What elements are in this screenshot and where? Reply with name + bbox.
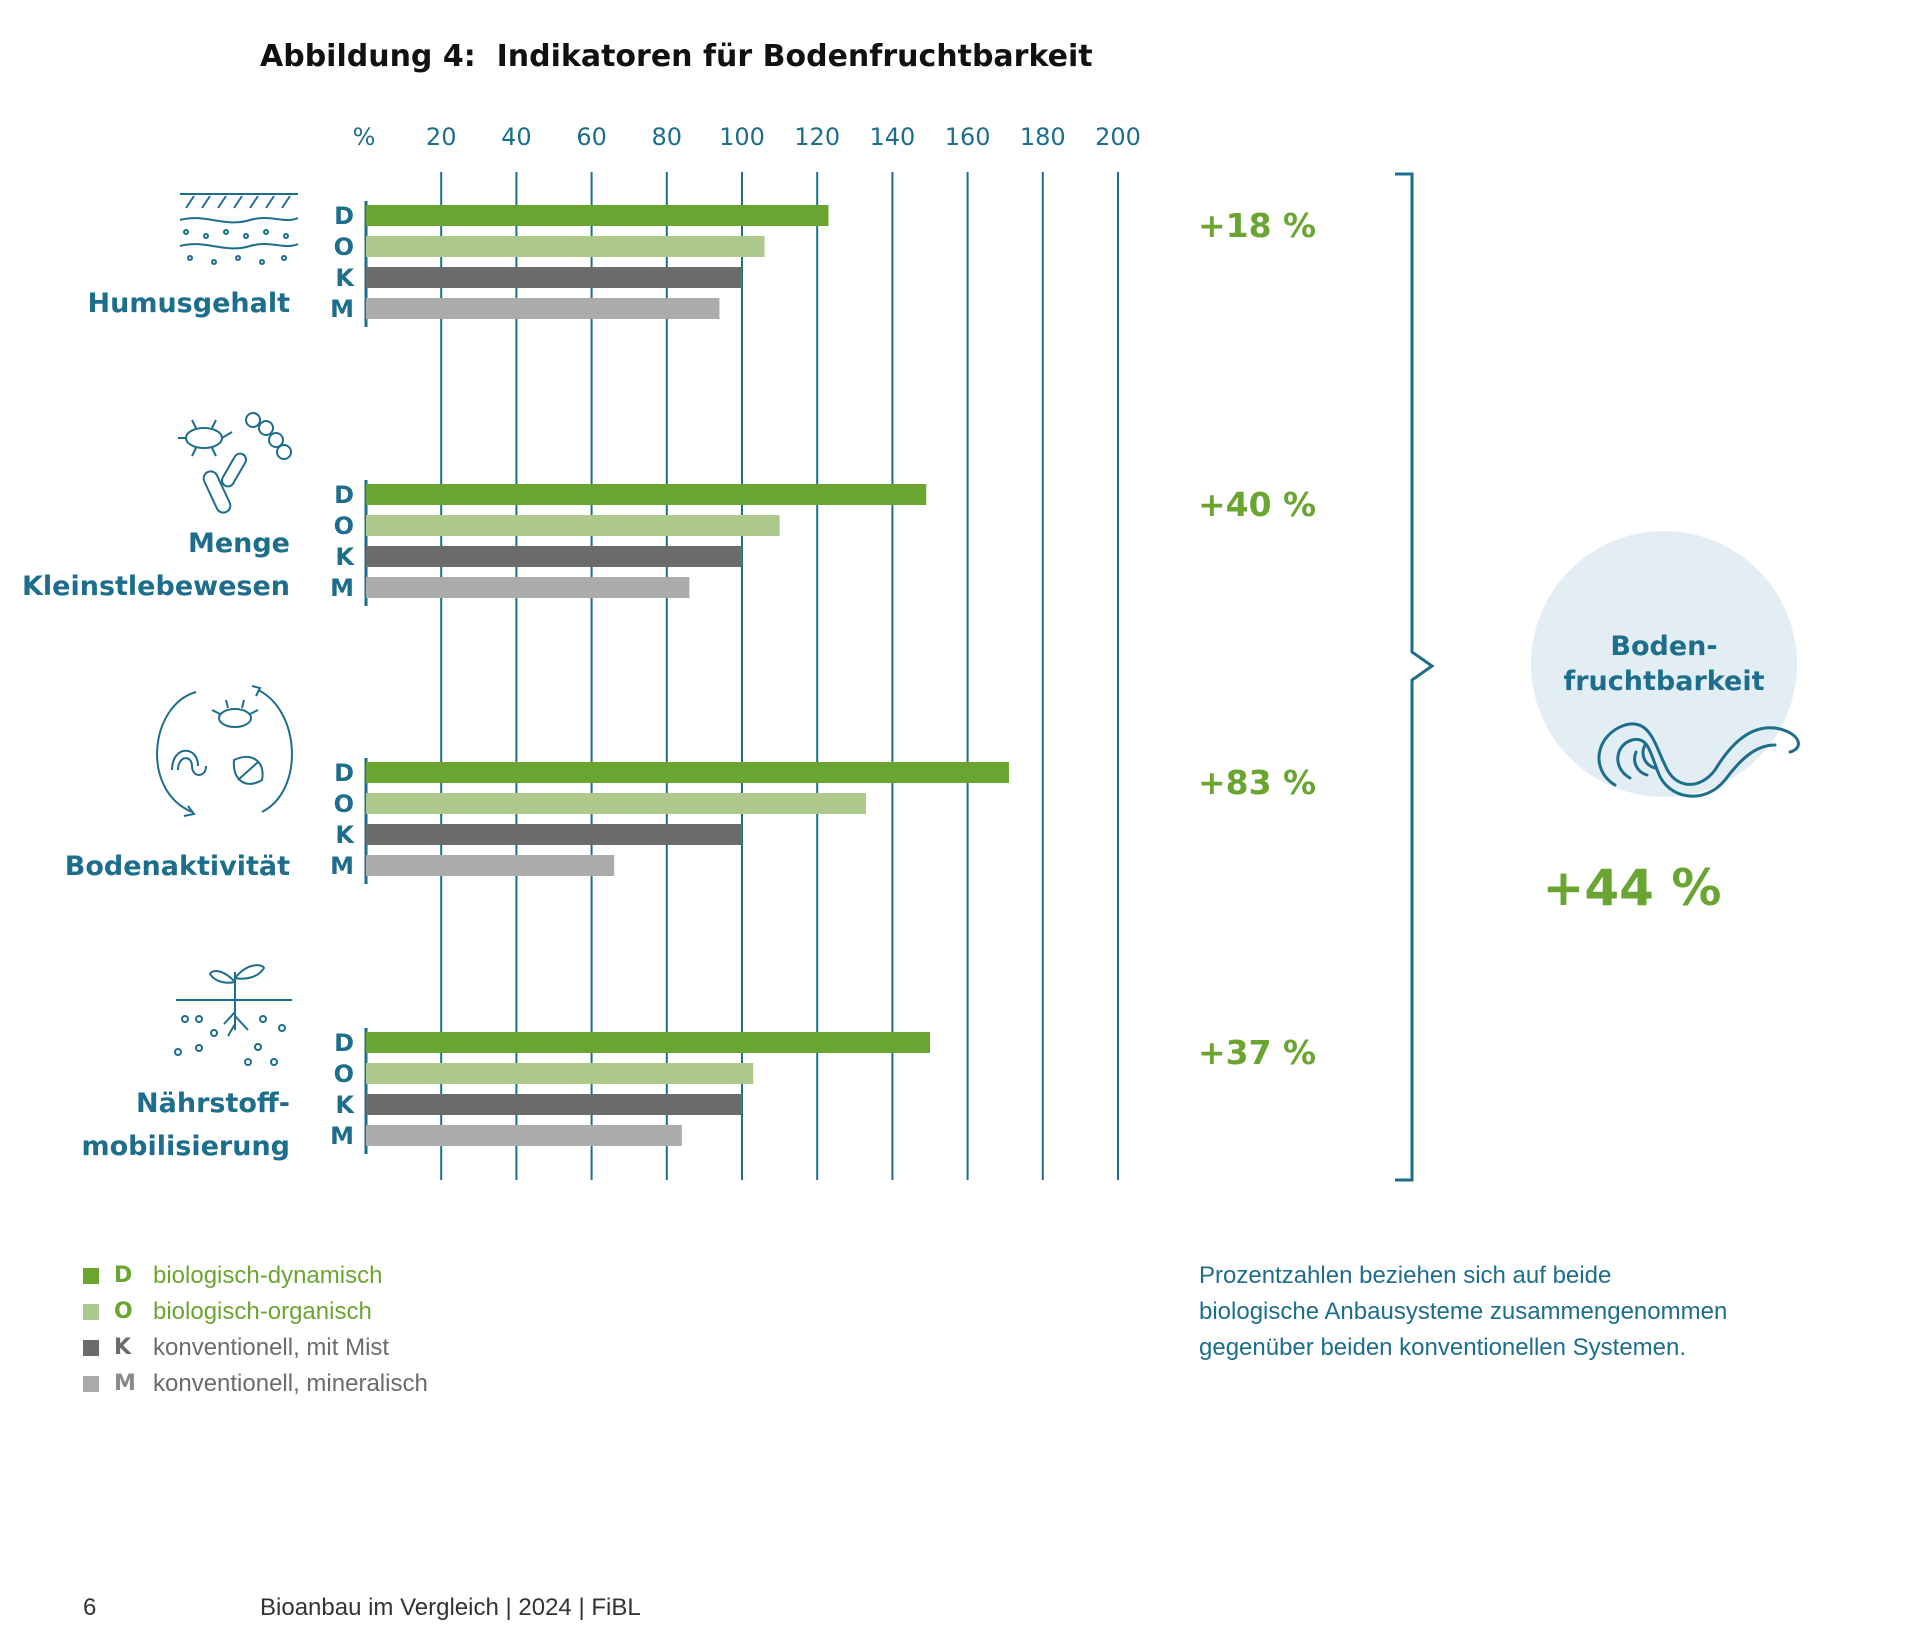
tick-label: 100 <box>719 123 765 151</box>
bar-O <box>366 515 780 536</box>
bar-M <box>366 298 720 319</box>
summary-label-line2: fruchtbarkeit <box>1564 666 1765 697</box>
series-key-label: O <box>334 1060 354 1088</box>
legend-label-D: biologisch-dynamisch <box>153 1262 383 1289</box>
legend-key-M: M <box>114 1371 136 1396</box>
series-key-label: K <box>335 543 355 571</box>
series-key-label: K <box>335 1091 355 1119</box>
footnote-line3: gegenüber beiden konventionellen Systeme… <box>1199 1334 1687 1361</box>
footnote-line2: biologische Anbausysteme zusammengenomme… <box>1199 1298 1728 1325</box>
summary-bracket <box>1395 172 1435 1182</box>
bar-M <box>366 577 690 598</box>
plant-roots-icon <box>174 964 292 1066</box>
legend-swatch-K <box>83 1340 99 1356</box>
tick-label: 200 <box>1095 123 1141 151</box>
bar-M <box>366 855 615 876</box>
legend-label-O: biologisch-organisch <box>153 1298 372 1325</box>
bar-O <box>366 793 867 814</box>
soil-layers-icon <box>179 193 299 265</box>
legend-key-D: D <box>114 1263 133 1288</box>
earthworm-icon <box>1597 722 1800 798</box>
series-key-label: M <box>330 295 354 323</box>
series-key-label: M <box>330 852 354 880</box>
axis-unit-label: % <box>353 123 376 151</box>
legend-key-K: K <box>114 1335 132 1360</box>
bar-K <box>366 824 742 845</box>
series-key-label: M <box>330 574 354 602</box>
footer-text: Bioanbau im Vergleich | 2024 | FiBL <box>260 1594 641 1621</box>
bar-O <box>366 236 765 257</box>
footnote: Prozentzahlen beziehen sich auf beide bi… <box>1199 1258 1759 1366</box>
indicator-label: Nährstoff- <box>136 1088 290 1119</box>
tick-labels: 20 40 60 80 100 120 140 160 180 200 <box>426 123 1141 151</box>
series-key-label: O <box>334 790 354 818</box>
legend-label-M: konventionell, mineralisch <box>153 1370 428 1397</box>
bar-K <box>366 267 742 288</box>
indicator-label: Kleinstlebewesen <box>22 571 290 602</box>
tick-label: 60 <box>576 123 607 151</box>
bar-M <box>366 1125 682 1146</box>
bar-D <box>366 762 1009 783</box>
footnote-line1: Prozentzahlen beziehen sich auf beide <box>1199 1262 1612 1289</box>
series-key-label: O <box>334 233 354 261</box>
series-key-label: D <box>334 481 354 509</box>
bar-K <box>366 546 742 567</box>
legend-swatch-M <box>83 1376 99 1392</box>
bar-O <box>366 1063 754 1084</box>
bar-D <box>366 205 829 226</box>
change-label: +40 % <box>1198 485 1316 524</box>
summary-value: +44 % <box>1543 859 1722 917</box>
legend-label-K: konventionell, mit Mist <box>153 1334 390 1361</box>
series-key-label: O <box>334 512 354 540</box>
bar-D <box>366 484 927 505</box>
series-key-label: D <box>334 202 354 230</box>
summary-label-line1: Boden- <box>1610 631 1717 662</box>
tick-label: 120 <box>794 123 840 151</box>
legend-swatch-O <box>83 1304 99 1320</box>
tick-label: 180 <box>1020 123 1066 151</box>
legend-swatch-D <box>83 1268 99 1284</box>
grid-lines <box>440 172 1119 1180</box>
indicator-label: Humusgehalt <box>88 288 291 319</box>
series-key-label: K <box>335 821 355 849</box>
bar-K <box>366 1094 742 1115</box>
series-key-label: K <box>335 264 355 292</box>
legend-key-O: O <box>114 1299 133 1324</box>
change-label: +37 % <box>1198 1033 1316 1072</box>
change-label: +83 % <box>1198 763 1316 802</box>
tick-label: 140 <box>869 123 915 151</box>
soil-fertility-chart: Abbildung 4: Indikatoren für Bodenfrucht… <box>22 39 1800 1182</box>
summary-circle <box>1531 531 1797 797</box>
indicator-groups: DOKMHumusgehaltDOKMMengeKleinstlebewesen… <box>22 201 1009 1162</box>
tick-label: 160 <box>945 123 991 151</box>
page-number: 6 <box>83 1594 97 1621</box>
microorganisms-icon <box>178 412 292 514</box>
soil-activity-cycle-icon <box>156 685 293 817</box>
indicator-label: mobilisierung <box>82 1131 291 1162</box>
change-labels: +18 % +40 % +83 % +37 % <box>1198 206 1316 1072</box>
series-key-label: D <box>334 1029 354 1057</box>
indicator-label: Bodenaktivität <box>65 851 290 882</box>
chart-title: Abbildung 4: Indikatoren für Bodenfrucht… <box>260 39 1093 74</box>
change-label: +18 % <box>1198 206 1316 245</box>
series-key-label: D <box>334 759 354 787</box>
indicator-label: Menge <box>188 528 290 559</box>
tick-label: 40 <box>501 123 532 151</box>
bar-D <box>366 1032 930 1053</box>
series-key-label: M <box>330 1122 354 1150</box>
tick-label: 80 <box>652 123 683 151</box>
tick-label: 20 <box>426 123 457 151</box>
